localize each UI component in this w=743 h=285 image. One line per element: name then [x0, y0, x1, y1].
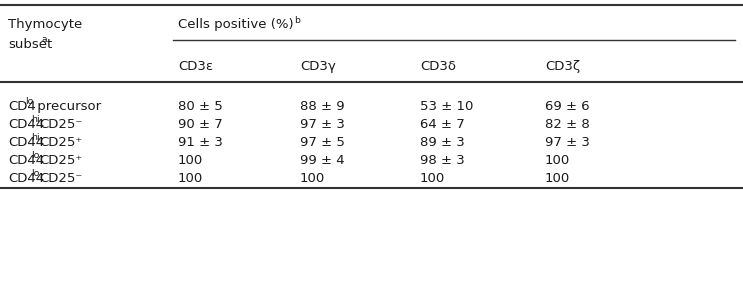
- Text: 53 ± 10: 53 ± 10: [420, 100, 473, 113]
- Text: CD25⁺: CD25⁺: [39, 136, 82, 149]
- Text: lo: lo: [30, 151, 39, 160]
- Text: 91 ± 3: 91 ± 3: [178, 136, 223, 149]
- Text: CD4: CD4: [8, 100, 36, 113]
- Text: 89 ± 3: 89 ± 3: [420, 136, 465, 149]
- Text: 100: 100: [545, 154, 570, 167]
- Text: 100: 100: [178, 172, 204, 185]
- Text: Cells positive (%): Cells positive (%): [178, 18, 293, 31]
- Text: 100: 100: [420, 172, 445, 185]
- Text: precursor: precursor: [33, 100, 101, 113]
- Text: CD44: CD44: [8, 136, 44, 149]
- Text: lo: lo: [30, 169, 39, 178]
- Text: 88 ± 9: 88 ± 9: [300, 100, 345, 113]
- Text: CD3ζ: CD3ζ: [545, 60, 580, 73]
- Text: 100: 100: [545, 172, 570, 185]
- Text: 97 ± 3: 97 ± 3: [545, 136, 590, 149]
- Text: CD25⁺: CD25⁺: [39, 154, 82, 167]
- Text: CD44: CD44: [8, 118, 44, 131]
- Text: 100: 100: [178, 154, 204, 167]
- Text: a: a: [42, 35, 48, 44]
- Text: CD44: CD44: [8, 172, 44, 185]
- Text: lo: lo: [25, 97, 33, 106]
- Text: b: b: [294, 16, 300, 25]
- Text: 64 ± 7: 64 ± 7: [420, 118, 465, 131]
- Text: CD25⁻: CD25⁻: [39, 172, 82, 185]
- Text: CD3γ: CD3γ: [300, 60, 336, 73]
- Text: 69 ± 6: 69 ± 6: [545, 100, 590, 113]
- Text: subset: subset: [8, 38, 52, 51]
- Text: 97 ± 5: 97 ± 5: [300, 136, 345, 149]
- Text: 90 ± 7: 90 ± 7: [178, 118, 223, 131]
- Text: hi: hi: [30, 133, 39, 142]
- Text: 98 ± 3: 98 ± 3: [420, 154, 465, 167]
- Text: 82 ± 8: 82 ± 8: [545, 118, 590, 131]
- Text: CD25⁻: CD25⁻: [39, 118, 82, 131]
- Text: CD3ε: CD3ε: [178, 60, 213, 73]
- Text: 100: 100: [300, 172, 325, 185]
- Text: CD44: CD44: [8, 154, 44, 167]
- Text: Thymocyte: Thymocyte: [8, 18, 82, 31]
- Text: hi: hi: [30, 115, 39, 124]
- Text: CD3δ: CD3δ: [420, 60, 456, 73]
- Text: 97 ± 3: 97 ± 3: [300, 118, 345, 131]
- Text: 99 ± 4: 99 ± 4: [300, 154, 345, 167]
- Text: 80 ± 5: 80 ± 5: [178, 100, 223, 113]
